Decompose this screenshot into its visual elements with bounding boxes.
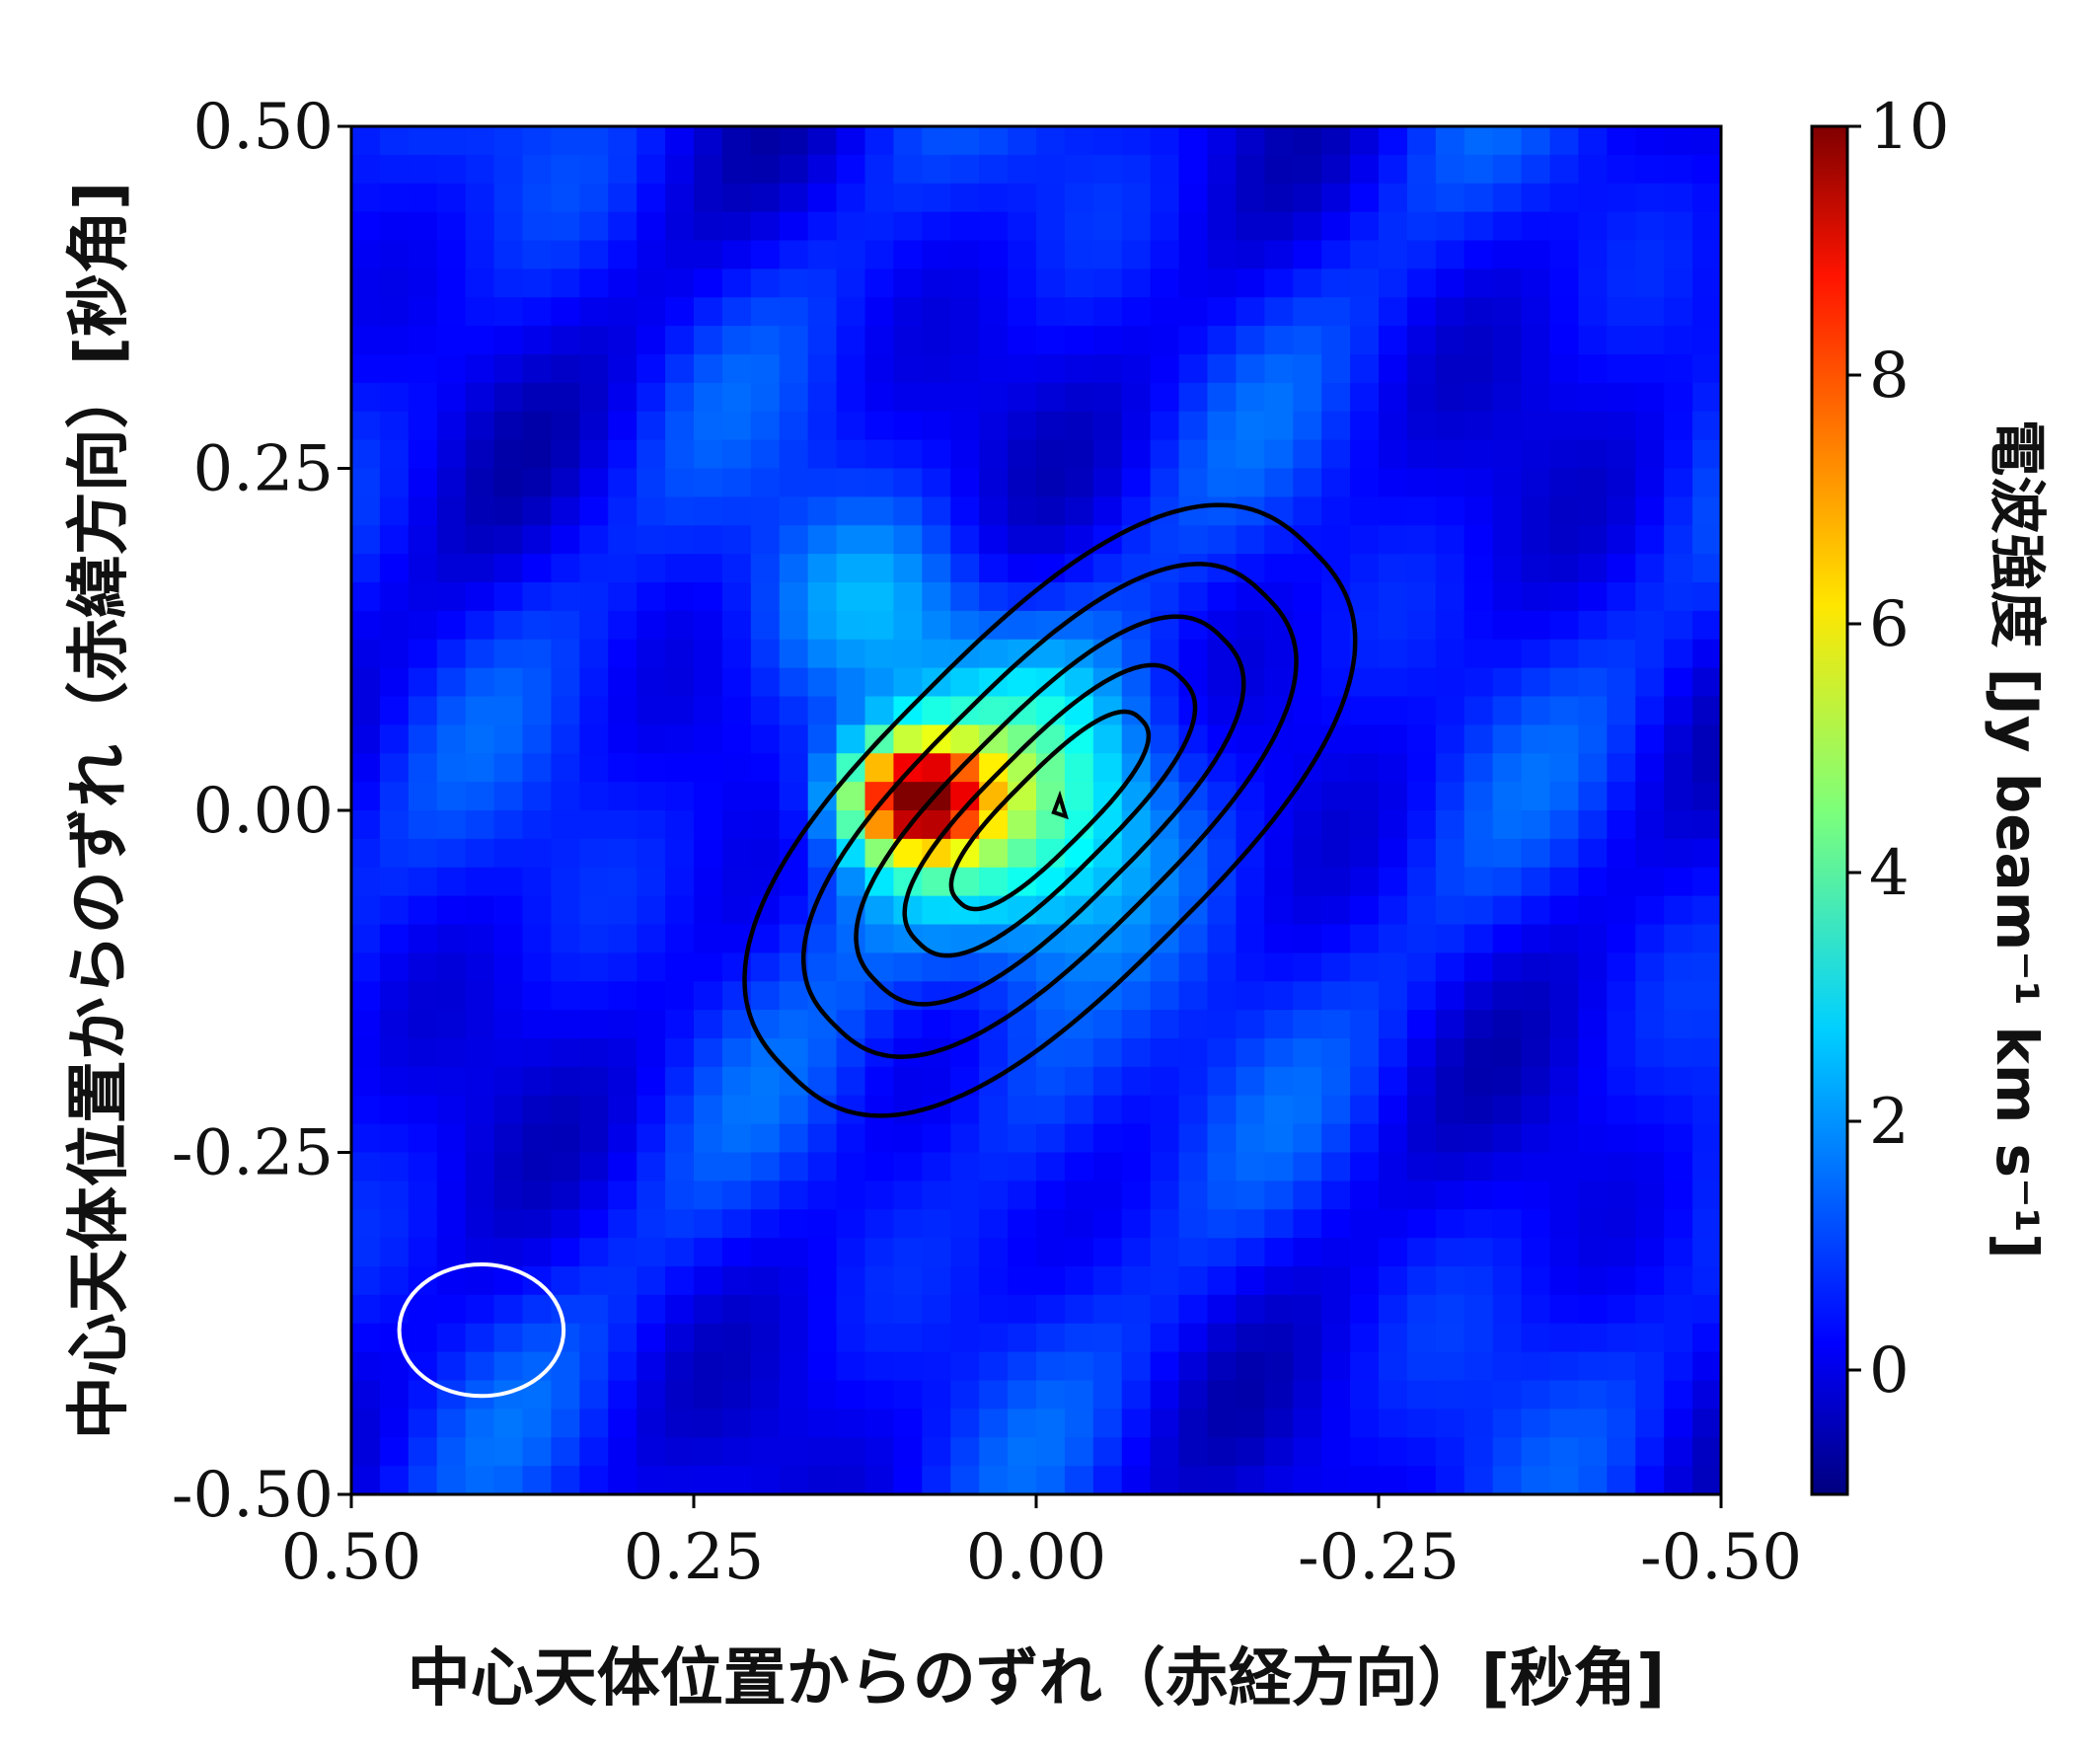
x-tick-label: 0.25 bbox=[624, 1521, 765, 1594]
x-tick-label: -0.25 bbox=[1298, 1521, 1460, 1594]
colorbar-tick-label: 6 bbox=[1869, 588, 1910, 661]
y-tick-label: -0.50 bbox=[172, 1459, 334, 1532]
x-tick-label: 0.00 bbox=[966, 1521, 1107, 1594]
heatmap bbox=[351, 126, 1721, 1494]
colorbar-tick-label: 0 bbox=[1869, 1334, 1910, 1408]
contour-level bbox=[902, 662, 1198, 958]
contour-level bbox=[854, 614, 1246, 1007]
y-axis-label: 中心天体位置からのずれ（赤緯方向）[秒角] bbox=[63, 182, 136, 1440]
contour-level bbox=[948, 709, 1152, 912]
y-tick-label: 0.50 bbox=[193, 91, 335, 164]
y-tick-label: 0.25 bbox=[193, 433, 335, 506]
colorbar-ticks: 0 2 4 6 8 10 bbox=[1847, 91, 1949, 1408]
x-axis-ticks: 0.50 0.25 0.00 -0.25 -0.50 bbox=[281, 1494, 1802, 1594]
x-tick-label: -0.50 bbox=[1640, 1521, 1802, 1594]
colorbar-tick-label: 10 bbox=[1869, 91, 1949, 164]
colorbar-tick-label: 2 bbox=[1869, 1086, 1910, 1159]
contour-level bbox=[800, 562, 1299, 1059]
y-axis-ticks: -0.50 -0.25 0.00 0.25 0.50 bbox=[172, 91, 351, 1532]
contour-lines bbox=[742, 502, 1358, 1118]
y-tick-label: 0.00 bbox=[193, 775, 335, 848]
y-tick-label: -0.25 bbox=[172, 1117, 334, 1190]
colorbar bbox=[1810, 124, 1849, 1496]
colorbar-label: 電波強度 [Jy beam⁻¹ km s⁻¹] bbox=[1984, 419, 2051, 1258]
beam-ellipse bbox=[397, 1262, 566, 1399]
contour-level bbox=[742, 502, 1358, 1118]
contour-peak bbox=[1051, 790, 1069, 820]
x-axis-label: 中心天体位置からのずれ（赤経方向）[秒角] bbox=[408, 1642, 1666, 1715]
colorbar-tick-label: 8 bbox=[1869, 340, 1910, 413]
colorbar-tick-label: 4 bbox=[1869, 837, 1910, 910]
x-tick-label: 0.50 bbox=[281, 1521, 422, 1594]
